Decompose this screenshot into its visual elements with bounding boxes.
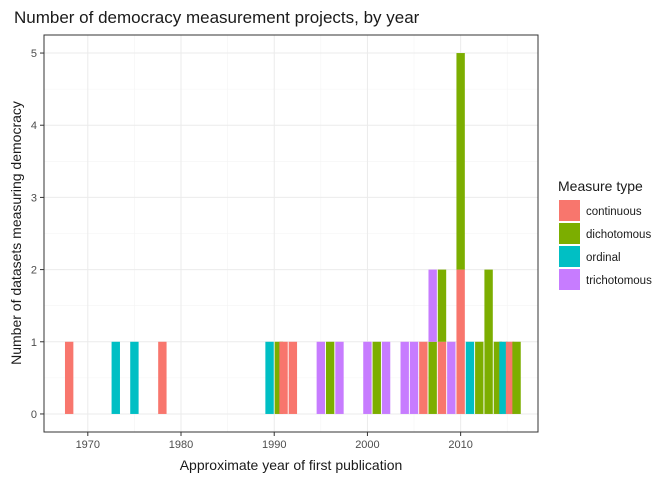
legend-label-trichotomous: trichotomous bbox=[586, 275, 652, 287]
legend-label-ordinal: ordinal bbox=[586, 252, 621, 264]
legend-key-dichotomous bbox=[559, 223, 580, 244]
y-tick-label: 4 bbox=[31, 120, 37, 132]
legend-key-trichotomous bbox=[559, 269, 580, 290]
bar-dichotomous-2001 bbox=[372, 341, 381, 414]
x-tick-label: 2010 bbox=[448, 439, 472, 451]
legend-title: Measure type bbox=[558, 178, 643, 194]
bar-trichotomous-2000 bbox=[363, 341, 372, 414]
bar-continuous-1968 bbox=[64, 341, 74, 414]
bar-trichotomous-2005 bbox=[409, 341, 419, 414]
y-axis-title: Number of datasets measuring democracy bbox=[8, 101, 24, 365]
y-tick-label: 2 bbox=[31, 265, 37, 277]
bar-ordinal-1973 bbox=[111, 341, 120, 414]
x-tick-label: 2000 bbox=[355, 439, 379, 451]
bar-trichotomous-1997 bbox=[335, 341, 344, 414]
bar-continuous-1991 bbox=[279, 341, 288, 414]
bar-dichotomous-2016 bbox=[512, 341, 521, 414]
bar-continuous-1992 bbox=[288, 341, 298, 414]
bars-layer bbox=[64, 53, 521, 414]
plot-border bbox=[43, 34, 539, 433]
bar-trichotomous-2004 bbox=[400, 341, 409, 414]
bar-continuous-2006 bbox=[419, 341, 428, 414]
bar-dichotomous-1990.5 bbox=[274, 341, 284, 414]
bar-continuous-2015.3 bbox=[505, 341, 515, 414]
bar-trichotomous-2009 bbox=[447, 341, 456, 414]
bar-dichotomous-2013 bbox=[484, 269, 493, 414]
legend-key-ordinal bbox=[559, 246, 580, 267]
bar-dichotomous-2014 bbox=[493, 341, 503, 414]
y-axis: 0 1 2 3 4 5 bbox=[31, 48, 44, 421]
bar-dichotomous-1996 bbox=[325, 341, 335, 414]
legend-label-continuous: continuous bbox=[586, 206, 642, 218]
bar-trichotomous-2007 bbox=[428, 269, 437, 342]
bar-ordinal-2014.6 bbox=[499, 341, 508, 414]
bar-ordinal-2011 bbox=[465, 341, 475, 414]
bar-dichotomous-2012 bbox=[475, 341, 484, 414]
x-tick-label: 1980 bbox=[169, 439, 193, 451]
bar-ordinal-1975 bbox=[130, 341, 139, 414]
x-tick-label: 1970 bbox=[76, 439, 100, 451]
bar-dichotomous-2007 bbox=[428, 341, 437, 414]
legend-label-dichotomous: dichotomous bbox=[586, 229, 651, 241]
y-tick-label: 3 bbox=[31, 192, 37, 204]
bar-dichotomous-2010 bbox=[456, 53, 465, 270]
y-tick-label: 5 bbox=[31, 48, 37, 60]
bar-ordinal-1989.5 bbox=[265, 341, 274, 414]
legend: Measure type continuous dichotomous ordina… bbox=[558, 178, 652, 290]
legend-key-continuous bbox=[559, 200, 580, 221]
x-axis-title: Approximate year of first publication bbox=[180, 457, 403, 473]
bar-continuous-1978 bbox=[158, 341, 167, 414]
chart-title: Number of democracy measurement projects… bbox=[14, 8, 420, 27]
y-tick-label: 0 bbox=[31, 409, 37, 421]
bar-dichotomous-2008 bbox=[437, 269, 447, 342]
x-axis: 1970 1980 1990 2000 2010 bbox=[76, 432, 473, 451]
x-tick-label: 1990 bbox=[262, 439, 286, 451]
bar-trichotomous-1995 bbox=[316, 341, 326, 414]
y-tick-label: 1 bbox=[31, 337, 37, 349]
bar-continuous-2008 bbox=[437, 341, 447, 414]
bar-continuous-2010 bbox=[456, 269, 465, 414]
bar-trichotomous-2002 bbox=[381, 341, 391, 414]
